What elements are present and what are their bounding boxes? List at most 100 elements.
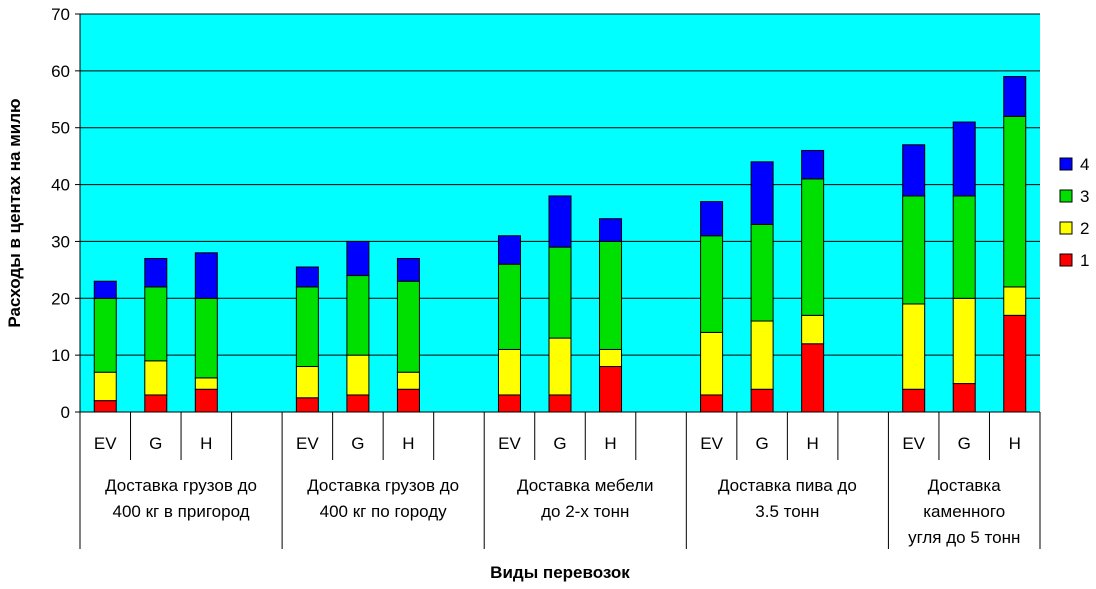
y-tick-label: 60 xyxy=(51,62,70,81)
category-label: G xyxy=(553,434,566,453)
legend-swatch-2 xyxy=(1059,221,1073,235)
category-label: G xyxy=(755,434,768,453)
bar-segment-1 xyxy=(1003,314,1027,413)
bar-segment-2 xyxy=(93,371,117,402)
bar-segment-4 xyxy=(194,252,218,299)
category-label: EV xyxy=(700,434,723,453)
category-label: H xyxy=(402,434,414,453)
category-label: G xyxy=(958,434,971,453)
bar-segment-1 xyxy=(93,400,117,413)
bar-segment-1 xyxy=(700,394,724,413)
bar-segment-1 xyxy=(548,394,572,413)
bar-segment-4 xyxy=(1003,76,1027,117)
group-label: угля до 5 тонн xyxy=(908,528,1020,547)
bar-segment-4 xyxy=(750,161,774,225)
bar-segment-4 xyxy=(902,144,926,197)
bar-segment-2 xyxy=(295,366,319,399)
bar-segment-2 xyxy=(801,314,825,345)
group-label: Доставка xyxy=(928,476,1002,495)
group-label: 3.5 тонн xyxy=(755,502,819,521)
bar-segment-3 xyxy=(396,280,420,373)
x-axis-label: Виды перевозок xyxy=(490,563,630,582)
y-tick-label: 10 xyxy=(51,346,70,365)
bar-segment-2 xyxy=(952,297,976,385)
bar-segment-2 xyxy=(194,377,218,390)
category-label: H xyxy=(200,434,212,453)
legend-label: 2 xyxy=(1080,219,1089,238)
bar-segment-4 xyxy=(144,257,168,288)
group-label: Доставка грузов до xyxy=(307,476,459,495)
bar-segment-3 xyxy=(952,195,976,299)
bar-segment-2 xyxy=(902,303,926,390)
bar-segment-4 xyxy=(801,149,825,180)
bar-segment-3 xyxy=(497,263,521,350)
y-axis-label: Расходы в центах на милю xyxy=(5,98,24,327)
bar-segment-4 xyxy=(952,121,976,197)
y-tick-label: 40 xyxy=(51,176,70,195)
bar-segment-4 xyxy=(396,257,420,282)
bar-segment-3 xyxy=(902,195,926,305)
bar-segment-2 xyxy=(396,371,420,390)
bar-segment-2 xyxy=(548,337,572,396)
y-tick-label: 0 xyxy=(61,403,70,422)
bar-segment-4 xyxy=(295,266,319,288)
category-label: G xyxy=(351,434,364,453)
group-label: 400 кг в пригород xyxy=(112,502,249,521)
bar-segment-2 xyxy=(700,331,724,396)
bar-segment-1 xyxy=(497,394,521,413)
bar-segment-4 xyxy=(599,218,623,242)
category-label: EV xyxy=(498,434,521,453)
bar-segment-3 xyxy=(295,286,319,368)
bar-segment-1 xyxy=(144,394,168,413)
bar-segment-1 xyxy=(952,383,976,413)
bar-segment-2 xyxy=(346,354,370,396)
bar-segment-2 xyxy=(497,348,521,396)
y-tick-label: 70 xyxy=(51,5,70,24)
category-label: H xyxy=(806,434,818,453)
category-label: H xyxy=(1009,434,1021,453)
bar-segment-3 xyxy=(801,178,825,316)
bar-segment-1 xyxy=(194,388,218,413)
category-label: EV xyxy=(94,434,117,453)
y-tick-label: 30 xyxy=(51,232,70,251)
legend-swatch-4 xyxy=(1059,157,1073,171)
category-label: G xyxy=(149,434,162,453)
bar-segment-3 xyxy=(750,223,774,322)
legend-label: 1 xyxy=(1080,251,1089,270)
bar-segment-4 xyxy=(548,195,572,248)
bar-segment-4 xyxy=(346,240,370,277)
bar-segment-2 xyxy=(599,348,623,368)
category-label: EV xyxy=(902,434,925,453)
bar-segment-3 xyxy=(599,240,623,350)
group-label: до 2-х тонн xyxy=(541,502,629,521)
group-label: каменного xyxy=(923,502,1005,521)
group-label: Доставка мебели xyxy=(517,476,654,495)
bar-segment-3 xyxy=(346,275,370,356)
bar-segment-1 xyxy=(902,388,926,413)
group-label: 400 кг по городу xyxy=(320,502,448,521)
y-tick-label: 50 xyxy=(51,119,70,138)
bar-segment-1 xyxy=(801,343,825,413)
group-label: Доставка пива до xyxy=(718,476,857,495)
bar-segment-2 xyxy=(750,320,774,390)
bar-segment-4 xyxy=(93,280,117,299)
bar-segment-3 xyxy=(548,246,572,339)
group-label: Доставка грузов до xyxy=(105,476,257,495)
bar-segment-1 xyxy=(599,366,623,413)
legend-label: 4 xyxy=(1080,155,1089,174)
bar-segment-2 xyxy=(1003,286,1027,316)
bar-segment-2 xyxy=(144,360,168,396)
y-tick-label: 20 xyxy=(51,289,70,308)
bar-segment-1 xyxy=(396,388,420,413)
bar-segment-3 xyxy=(93,297,117,373)
bar-segment-1 xyxy=(750,388,774,413)
bar-segment-1 xyxy=(346,394,370,413)
bar-segment-3 xyxy=(1003,115,1027,288)
legend-label: 3 xyxy=(1080,187,1089,206)
bar-segment-3 xyxy=(144,286,168,362)
bar-segment-3 xyxy=(194,297,218,379)
bar-segment-3 xyxy=(700,235,724,333)
bar-segment-1 xyxy=(295,397,319,413)
category-label: H xyxy=(604,434,616,453)
